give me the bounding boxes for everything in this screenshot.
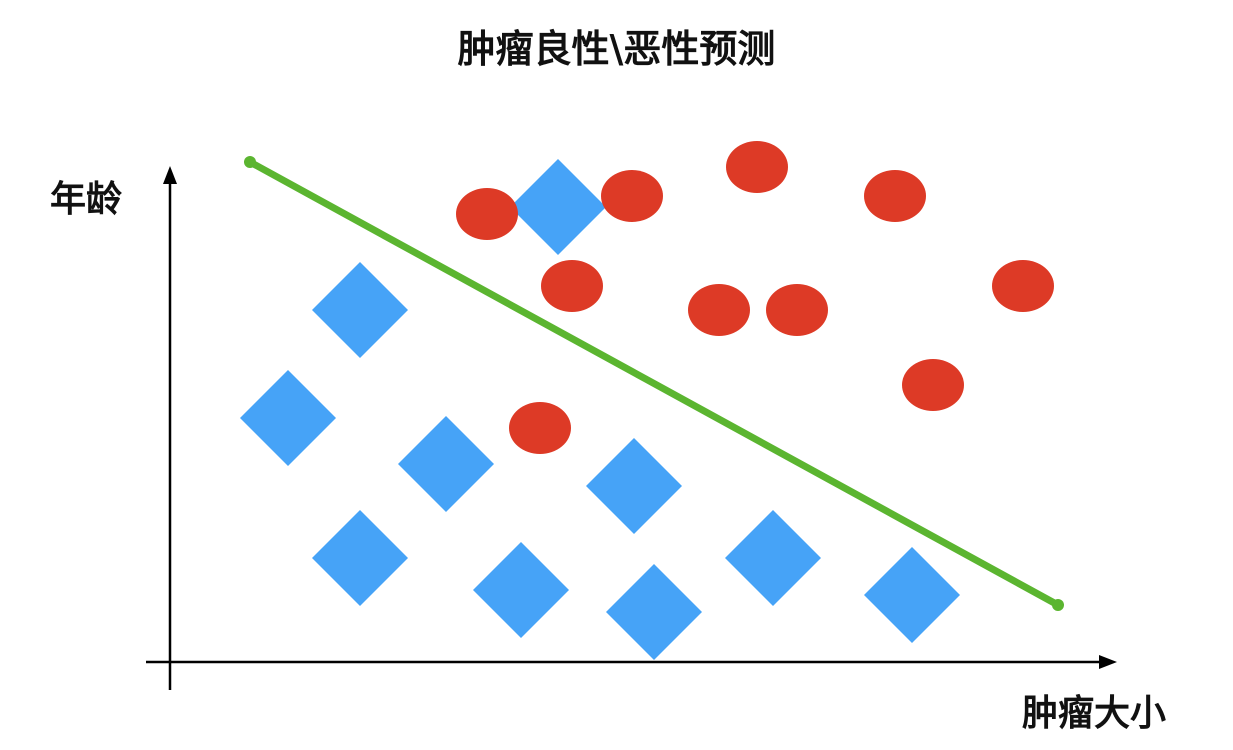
benign-diamond-point bbox=[510, 159, 606, 255]
benign-diamond-point bbox=[725, 510, 821, 606]
malignant-circle-point bbox=[509, 402, 571, 454]
benign-diamond-point bbox=[240, 370, 336, 466]
malignant-circle-point bbox=[688, 284, 750, 336]
benign-diamond-point bbox=[312, 510, 408, 606]
decision-boundary-line bbox=[246, 158, 1062, 609]
boundary-endpoint bbox=[244, 156, 256, 168]
benign-diamond-point bbox=[586, 438, 682, 534]
malignant-circle-point bbox=[864, 170, 926, 222]
malignant-circle-point bbox=[456, 188, 518, 240]
malignant-circle-point bbox=[766, 284, 828, 336]
benign-diamond-point bbox=[606, 564, 702, 660]
malignant-circle-point bbox=[726, 141, 788, 193]
y-axis-arrow bbox=[163, 166, 177, 184]
benign-diamond-point bbox=[473, 542, 569, 638]
y-axis-label: 年龄 bbox=[50, 179, 123, 220]
malignant-circle-point bbox=[992, 260, 1054, 312]
benign-diamond-point bbox=[398, 416, 494, 512]
malignant-circle-point bbox=[902, 359, 964, 411]
boundary-endpoint bbox=[1052, 599, 1064, 611]
benign-diamond-point bbox=[312, 262, 408, 358]
chart-title: 肿瘤良性\恶性预测 bbox=[457, 27, 776, 71]
malignant-circle-point bbox=[541, 260, 603, 312]
benign-diamond-point bbox=[864, 547, 960, 643]
axes bbox=[146, 166, 1117, 690]
malignant-circle-point bbox=[601, 170, 663, 222]
x-axis-arrow bbox=[1099, 655, 1117, 669]
x-axis-label: 肿瘤大小 bbox=[1022, 693, 1167, 734]
